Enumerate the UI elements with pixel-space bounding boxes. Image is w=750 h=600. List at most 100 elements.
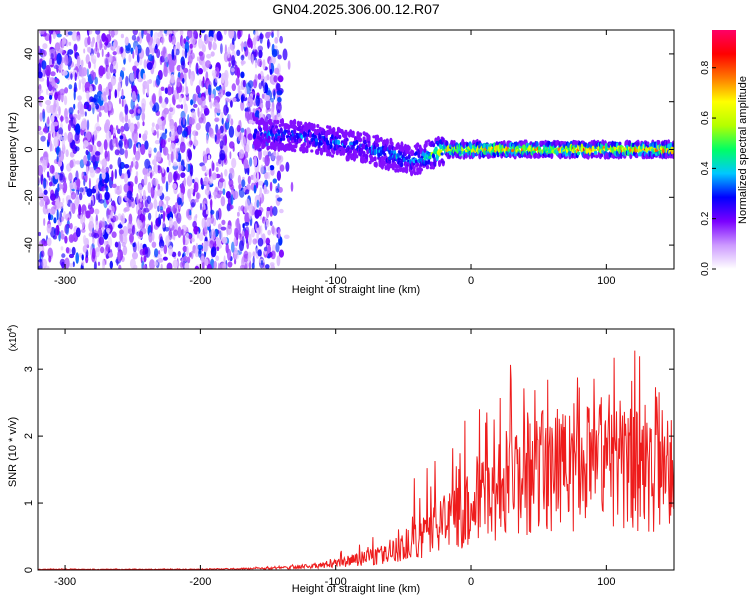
signal-cell xyxy=(635,153,639,159)
noise-blob xyxy=(101,225,105,236)
noise-blob xyxy=(189,187,194,194)
noise-blob xyxy=(123,172,129,183)
signal-cell xyxy=(440,152,444,156)
noise-blob xyxy=(239,264,246,269)
noise-blob xyxy=(74,196,80,206)
noise-blob xyxy=(202,44,206,53)
noise-blob xyxy=(180,265,184,269)
signal-cell xyxy=(441,137,445,143)
noise-blob xyxy=(129,109,134,115)
noise-blob xyxy=(120,33,124,39)
noise-blob xyxy=(178,95,183,103)
noise-blob xyxy=(141,111,146,122)
signal-cell xyxy=(574,144,578,148)
noise-blob xyxy=(204,258,209,266)
noise-blob xyxy=(109,260,114,269)
noise-blob xyxy=(196,192,201,200)
noise-blob xyxy=(244,229,249,240)
noise-blob xyxy=(127,118,131,128)
noise-blob xyxy=(271,49,278,58)
noise-blob xyxy=(119,148,125,156)
noise-blob xyxy=(168,107,174,112)
signal-cell xyxy=(430,161,434,166)
noise-blob xyxy=(221,117,224,125)
noise-blob xyxy=(75,160,81,165)
noise-blob xyxy=(220,43,223,55)
noise-blob xyxy=(267,151,272,157)
noise-blob xyxy=(153,80,156,88)
noise-blob xyxy=(184,48,188,59)
noise-blob xyxy=(105,244,111,252)
signal-cell xyxy=(355,154,359,159)
noise-blob xyxy=(168,160,171,166)
noise-blob xyxy=(213,34,217,43)
signal-cell xyxy=(393,146,397,152)
noise-blob xyxy=(103,57,110,66)
noise-blob xyxy=(205,134,209,144)
noise-blob xyxy=(107,81,113,93)
spectrogram-y-axis-label: Frequency (Hz) xyxy=(7,112,19,188)
noise-blob xyxy=(198,68,203,75)
signal-cell xyxy=(256,135,260,140)
noise-blob xyxy=(38,261,41,267)
noise-blob xyxy=(252,37,257,46)
noise-blob xyxy=(95,247,101,252)
noise-blob xyxy=(144,158,151,169)
signal-cell xyxy=(255,117,259,122)
noise-blob xyxy=(149,202,153,209)
noise-blob xyxy=(73,43,78,52)
noise-blob xyxy=(193,139,199,147)
signal-cell xyxy=(262,139,266,144)
signal-cell xyxy=(308,134,313,138)
noise-blob xyxy=(129,72,135,82)
x-tick-label: -300 xyxy=(54,275,76,287)
noise-blob xyxy=(182,115,186,126)
noise-blob xyxy=(86,188,93,197)
noise-blob xyxy=(95,151,101,156)
signal-cell xyxy=(302,146,306,154)
noise-blob xyxy=(198,117,204,124)
noise-blob xyxy=(242,255,245,264)
noise-blob xyxy=(206,240,210,247)
noise-blob xyxy=(138,231,144,238)
signal-cell xyxy=(287,137,291,143)
signal-cell xyxy=(382,162,386,167)
noise-blob xyxy=(38,231,41,237)
signal-cell xyxy=(276,142,280,147)
noise-blob xyxy=(88,30,93,35)
signal-cell xyxy=(492,152,496,158)
noise-blob xyxy=(232,190,239,200)
noise-blob xyxy=(144,207,150,213)
noise-blob xyxy=(108,252,114,258)
noise-blob xyxy=(248,233,252,246)
noise-blob xyxy=(148,42,153,54)
noise-blob xyxy=(264,93,267,101)
noise-blob xyxy=(46,198,50,205)
noise-blob xyxy=(161,120,165,132)
noise-blob xyxy=(210,209,215,215)
noise-blob xyxy=(110,30,115,38)
noise-blob xyxy=(137,109,141,114)
noise-blob xyxy=(94,208,100,215)
noise-blob xyxy=(125,75,129,87)
noise-blob xyxy=(267,38,270,49)
noise-blob xyxy=(228,114,232,120)
noise-blob xyxy=(142,209,145,214)
noise-blob xyxy=(180,104,184,109)
noise-blob xyxy=(204,233,208,238)
noise-blob xyxy=(119,222,122,229)
signal-cell xyxy=(390,150,394,155)
noise-blob xyxy=(87,204,92,210)
noise-blob xyxy=(278,249,284,258)
signal-cell xyxy=(595,154,599,159)
noise-blob xyxy=(85,54,90,65)
noise-blob xyxy=(233,251,240,260)
signal-cell xyxy=(319,147,324,154)
noise-blob xyxy=(71,30,78,42)
noise-blob xyxy=(269,68,273,75)
noise-blob xyxy=(42,127,48,133)
noise-blob xyxy=(193,30,198,39)
noise-blob xyxy=(203,33,209,45)
noise-blob xyxy=(236,124,241,133)
noise-blob xyxy=(80,120,86,131)
